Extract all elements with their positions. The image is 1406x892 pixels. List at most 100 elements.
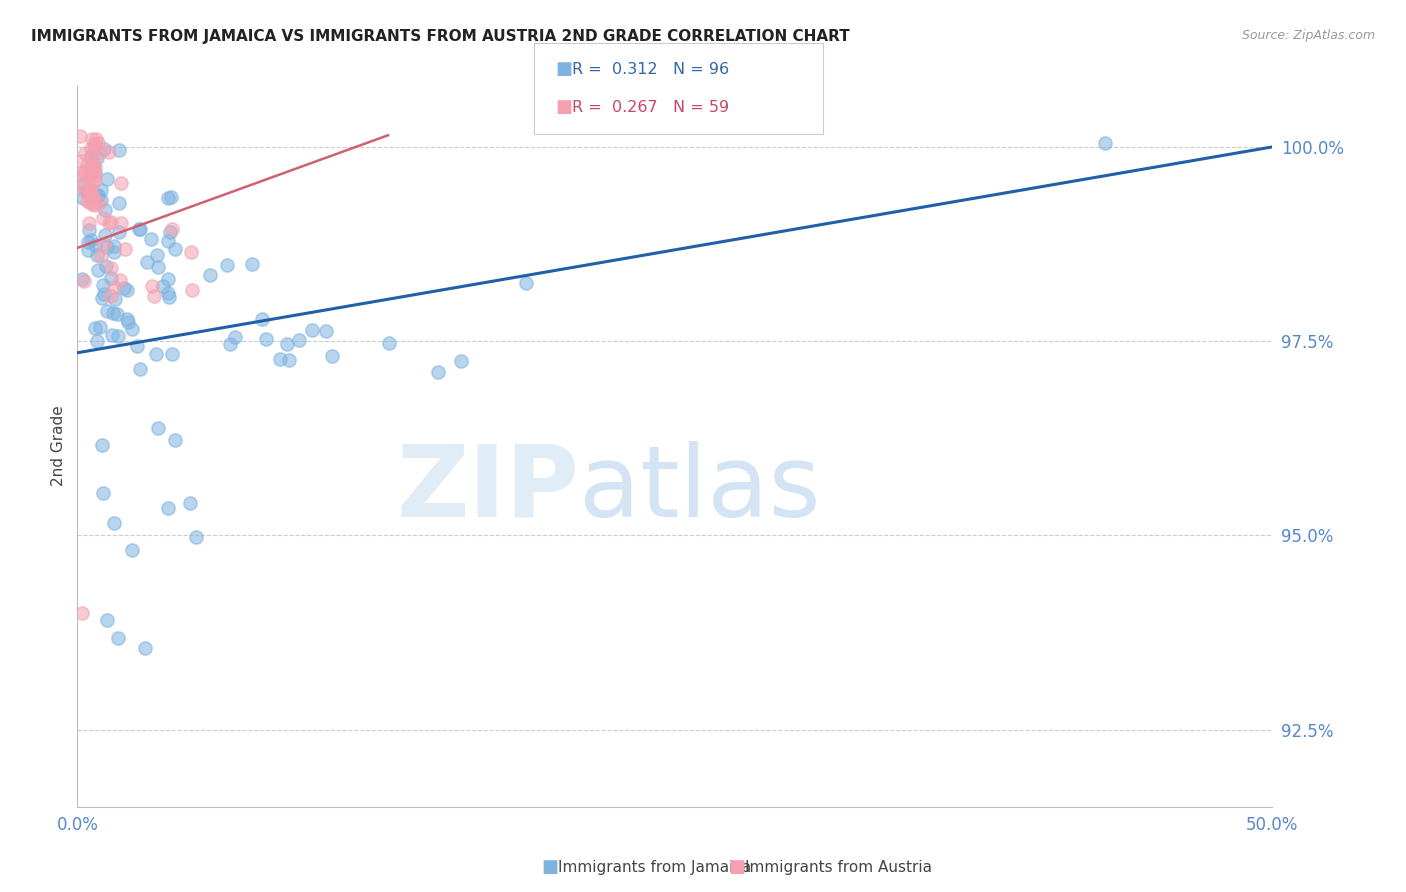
Point bbox=[128, 222, 150, 236]
Point bbox=[90, 194, 112, 208]
Point bbox=[79, 195, 101, 210]
Point bbox=[112, 280, 135, 294]
Point bbox=[143, 289, 166, 303]
Point bbox=[93, 286, 115, 301]
Point bbox=[278, 353, 301, 368]
Point bbox=[152, 278, 174, 293]
Point bbox=[94, 228, 117, 243]
Point bbox=[146, 421, 169, 435]
Point bbox=[117, 315, 139, 329]
Point bbox=[87, 189, 110, 203]
Point bbox=[83, 136, 105, 151]
Point bbox=[276, 336, 298, 351]
Point bbox=[115, 312, 138, 326]
Point bbox=[127, 339, 149, 353]
Point bbox=[82, 197, 104, 211]
Point bbox=[89, 145, 111, 159]
Point bbox=[250, 312, 273, 326]
Point bbox=[90, 249, 112, 263]
Point bbox=[219, 337, 242, 351]
Point bbox=[450, 354, 472, 368]
Point bbox=[77, 168, 100, 182]
Point bbox=[100, 214, 122, 228]
Point bbox=[82, 155, 104, 169]
Point bbox=[79, 181, 101, 195]
Point bbox=[163, 433, 186, 447]
Text: R =  0.312   N = 96: R = 0.312 N = 96 bbox=[572, 62, 730, 77]
Point bbox=[103, 516, 125, 530]
Point bbox=[110, 177, 132, 191]
Point bbox=[79, 183, 101, 197]
Point bbox=[269, 351, 291, 366]
Point bbox=[83, 168, 105, 182]
Point bbox=[103, 245, 125, 260]
Point bbox=[110, 216, 132, 230]
Point bbox=[162, 222, 184, 236]
Text: R =  0.267   N = 59: R = 0.267 N = 59 bbox=[572, 100, 730, 115]
Point bbox=[128, 222, 150, 236]
Point bbox=[77, 215, 100, 229]
Point bbox=[73, 164, 96, 178]
Point bbox=[321, 349, 343, 363]
Y-axis label: 2nd Grade: 2nd Grade bbox=[51, 406, 66, 486]
Point bbox=[77, 235, 100, 249]
Point bbox=[83, 198, 105, 212]
Point bbox=[77, 243, 100, 257]
Text: Source: ZipAtlas.com: Source: ZipAtlas.com bbox=[1241, 29, 1375, 42]
Point bbox=[84, 131, 107, 145]
Point bbox=[104, 293, 127, 307]
Point bbox=[301, 323, 323, 337]
Point bbox=[70, 271, 93, 285]
Point bbox=[83, 159, 105, 173]
Point bbox=[70, 154, 93, 169]
Point bbox=[159, 190, 181, 204]
Point bbox=[84, 174, 107, 188]
Point bbox=[76, 194, 98, 209]
Point bbox=[103, 238, 125, 252]
Point bbox=[145, 347, 167, 361]
Point bbox=[156, 285, 179, 300]
Point bbox=[121, 322, 143, 336]
Point bbox=[156, 500, 179, 515]
Point bbox=[107, 631, 129, 645]
Point bbox=[105, 307, 128, 321]
Point bbox=[515, 277, 537, 291]
Point bbox=[73, 146, 96, 161]
Point bbox=[129, 362, 152, 376]
Point bbox=[107, 329, 129, 343]
Point bbox=[87, 136, 110, 150]
Point bbox=[160, 347, 183, 361]
Text: ■: ■ bbox=[728, 858, 745, 876]
Point bbox=[198, 268, 221, 282]
Text: ■: ■ bbox=[555, 61, 572, 78]
Point bbox=[108, 143, 131, 157]
Point bbox=[86, 334, 108, 348]
Point bbox=[240, 257, 263, 271]
Point bbox=[80, 149, 103, 163]
Point bbox=[121, 543, 143, 558]
Point bbox=[83, 237, 105, 252]
Point bbox=[98, 216, 121, 230]
Point bbox=[146, 260, 169, 275]
Point bbox=[80, 165, 103, 179]
Point bbox=[79, 184, 101, 198]
Point bbox=[76, 185, 98, 199]
Point bbox=[79, 158, 101, 172]
Point bbox=[181, 283, 204, 297]
Point bbox=[103, 280, 125, 294]
Text: Immigrants from Austria: Immigrants from Austria bbox=[745, 860, 932, 874]
Point bbox=[77, 223, 100, 237]
Point bbox=[96, 303, 118, 318]
Point bbox=[87, 195, 110, 210]
Point bbox=[93, 236, 115, 251]
Point bbox=[83, 170, 105, 185]
Point bbox=[93, 142, 115, 156]
Point bbox=[72, 169, 94, 183]
Point bbox=[69, 129, 91, 144]
Point bbox=[107, 196, 129, 211]
Point bbox=[72, 191, 94, 205]
Point bbox=[93, 202, 115, 217]
Point bbox=[146, 248, 169, 262]
Point bbox=[86, 248, 108, 262]
Point bbox=[80, 150, 103, 164]
